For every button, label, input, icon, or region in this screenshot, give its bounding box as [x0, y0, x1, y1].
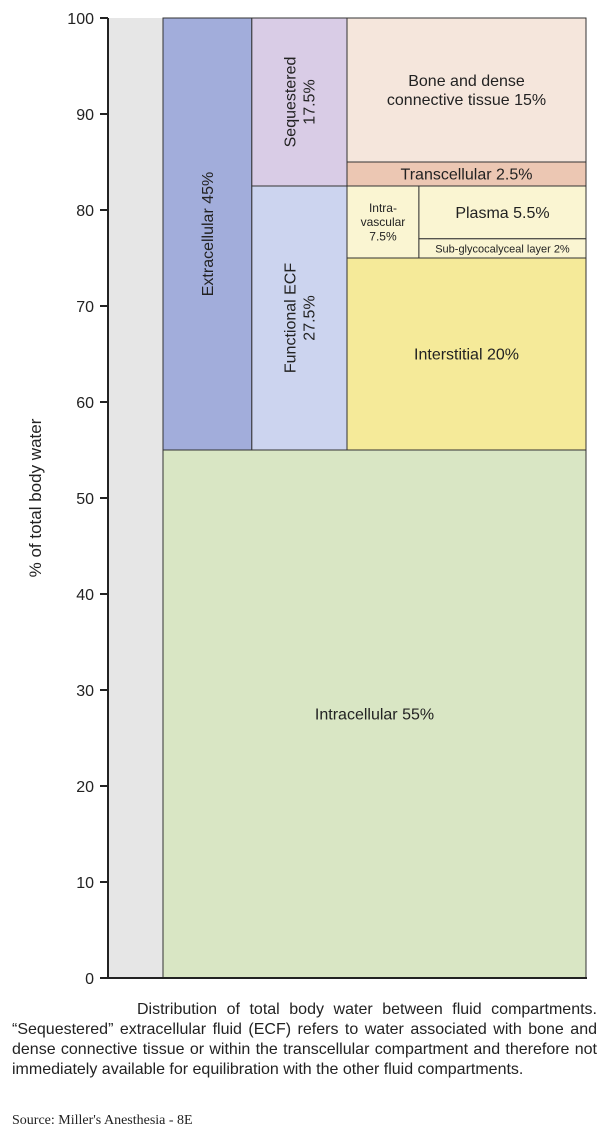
intracellular-block — [162, 449, 587, 979]
intracellular-label: Intracellular 55% — [315, 707, 434, 724]
interstitial-label-line: Interstitial 20% — [414, 347, 519, 364]
interstitial-block — [346, 257, 587, 451]
sequestered-block — [251, 17, 348, 187]
y-tick-label: 100 — [67, 11, 94, 28]
y-tick-label: 90 — [76, 107, 94, 124]
intravascular-label-line: Intra- — [369, 201, 397, 215]
body-water-chart: Intracellular 55% Extracellular 45% Seques… — [26, 11, 587, 988]
bone-label-line: Bone and dense — [408, 73, 525, 90]
transcellular-label: Transcellular 2.5% — [401, 167, 533, 184]
y-tick-label: 50 — [76, 491, 94, 508]
transcellular-block — [346, 161, 587, 187]
extracellular-block — [162, 17, 253, 451]
intracellular-label-line: Intracellular 55% — [315, 707, 434, 724]
y-tick-label: 70 — [76, 299, 94, 316]
functional-ecf-label-line: Functional ECF — [282, 263, 299, 373]
bone-block — [346, 17, 587, 163]
y-tick-label: 10 — [76, 875, 94, 892]
y-tick-label: 20 — [76, 779, 94, 796]
plasma-label: Plasma 5.5% — [455, 205, 549, 222]
sequestered-label-line: Sequestered — [282, 57, 299, 148]
plasma-label-line: Plasma 5.5% — [455, 205, 549, 222]
y-tick-label: 60 — [76, 395, 94, 412]
source-credit: Source: Miller's Anesthesia - 8E — [12, 1113, 193, 1128]
y-tick-label: 30 — [76, 683, 94, 700]
transcellular-label-line: Transcellular 2.5% — [401, 167, 533, 184]
sub-glycocalyceal-label-line: Sub-glycocalyceal layer 2% — [435, 243, 570, 255]
bone-label: Bone and dense connective tissue 15% — [387, 73, 546, 109]
sequestered-label-line: 17.5% — [302, 79, 319, 124]
intravascular-label: Intra-vascular 7.5% — [361, 201, 406, 244]
functional-ecf-block — [251, 185, 348, 451]
functional-ecf-label-line: 27.5% — [302, 295, 319, 340]
figure-caption: Distribution of total body water between… — [12, 1001, 597, 1078]
interstitial-label: Interstitial 20% — [414, 347, 519, 364]
y-tick-label: 40 — [76, 587, 94, 604]
sub-glycocalyceal-label: Sub-glycocalyceal layer 2% — [435, 243, 570, 255]
bone-label-line: connective tissue 15% — [387, 92, 546, 109]
sequestered-label: Sequestered 17.5% — [282, 57, 318, 148]
extracellular-label-line: Extracellular 45% — [200, 172, 217, 297]
intravascular-label-line: vascular — [361, 215, 406, 229]
intravascular-label-line: 7.5% — [369, 230, 397, 244]
y-tick-label: 0 — [85, 971, 94, 988]
extracellular-label: Extracellular 45% — [200, 172, 217, 297]
functional-ecf-label: Functional ECF 27.5% — [282, 263, 318, 373]
y-axis-label: % of total body water — [26, 418, 45, 577]
y-tick-label: 80 — [76, 203, 94, 220]
